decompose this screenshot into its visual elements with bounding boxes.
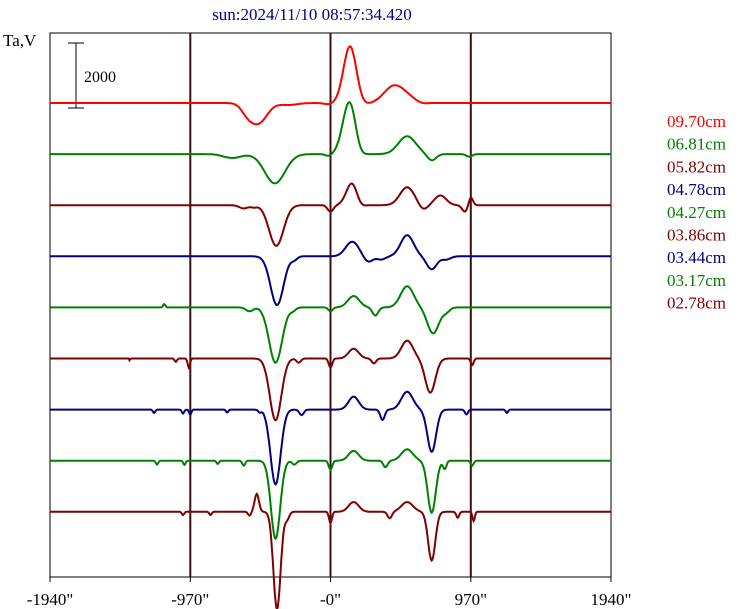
x-axis-ticks: -1940" -970" -0" 970" 1940"	[27, 577, 632, 609]
series-line-06.81cm	[50, 101, 611, 185]
series-line-03.17cm	[50, 448, 611, 541]
legend-entry: 04.27cm	[667, 203, 726, 222]
y-axis-label: Ta,V	[3, 31, 37, 50]
x-tick-label: 970"	[455, 590, 487, 609]
scale-bar-label: 2000	[84, 69, 116, 86]
legend-entry: 02.78cm	[667, 294, 726, 313]
vertical-reference-lines	[189, 33, 472, 577]
legend-entry: 03.86cm	[667, 226, 726, 245]
series-line-03.44cm	[50, 390, 611, 486]
legend-entry: 03.44cm	[667, 248, 726, 267]
x-tick-label: -1940"	[27, 590, 74, 609]
legend-entry: 06.81cm	[667, 135, 726, 154]
x-tick-label: -970"	[171, 590, 209, 609]
series-line-05.82cm	[50, 182, 611, 247]
legend: 09.70cm 06.81cm 05.82cm 04.78cm 04.27cm 03.86…	[667, 112, 726, 313]
series-traces	[50, 45, 611, 609]
series-line-09.70cm	[50, 45, 611, 126]
chart-title: sun:2024/11/10 08:57:34.420	[212, 5, 412, 24]
x-tick-label: 1940"	[591, 590, 632, 609]
legend-entry: 05.82cm	[667, 157, 726, 176]
x-tick-label: -0"	[320, 590, 341, 609]
legend-entry: 03.17cm	[667, 271, 726, 290]
series-line-03.86cm	[50, 339, 611, 422]
series-line-04.78cm	[50, 234, 611, 307]
legend-entry: 04.78cm	[667, 180, 726, 199]
legend-entry: 09.70cm	[667, 112, 726, 131]
series-line-02.78cm	[50, 492, 611, 609]
series-line-04.27cm	[50, 285, 611, 364]
scale-bar: 2000	[68, 42, 116, 109]
